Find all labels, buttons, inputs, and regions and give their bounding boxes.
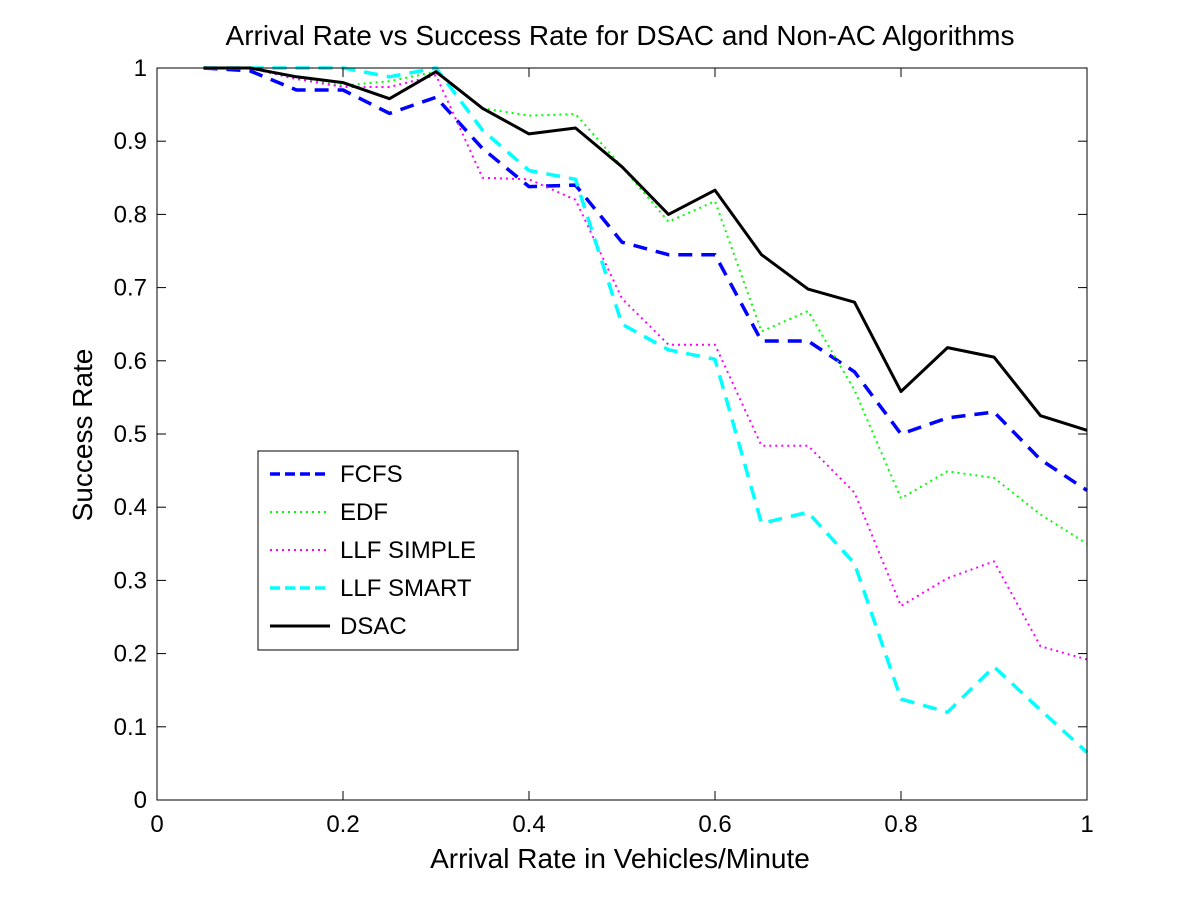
- x-tick-label: 0: [150, 811, 163, 838]
- x-tick-label: 0.4: [512, 811, 545, 838]
- y-axis-title: Success Rate: [67, 349, 98, 522]
- y-tick-label: 1: [134, 55, 147, 82]
- legend-label: LLF SMART: [340, 575, 472, 602]
- y-tick-label: 0.2: [114, 641, 147, 668]
- y-tick-label: 0.4: [114, 494, 147, 521]
- x-tick-label: 0.2: [326, 811, 359, 838]
- y-tick-label: 0.3: [114, 567, 147, 594]
- legend-label: EDF: [340, 499, 388, 526]
- chart-title: Arrival Rate vs Success Rate for DSAC an…: [226, 20, 1015, 51]
- y-tick-label: 0.1: [114, 714, 147, 741]
- x-tick-label: 0.8: [884, 811, 917, 838]
- y-tick-label: 0.7: [114, 275, 147, 302]
- x-tick-label: 1: [1080, 811, 1093, 838]
- legend-label: FCFS: [340, 461, 403, 488]
- x-axis-title: Arrival Rate in Vehicles/Minute: [430, 843, 810, 874]
- series-line-fcfs: [203, 66, 1088, 492]
- series-line-llf-smart: [203, 66, 1089, 754]
- plot-area: [203, 66, 1089, 754]
- legend-label: DSAC: [340, 613, 407, 640]
- axes: 0 0.2 0.4 0.6 0.8 1 0 0.1 0.2 0.3 0.4 0.5 0.6 0.7 0.8 0…: [114, 55, 1094, 838]
- y-tick-label: 0.9: [114, 128, 147, 155]
- legend: FCFS EDF LLF SIMPLE LLF SMART DSAC: [257, 450, 519, 651]
- y-tick-label: 0.8: [114, 201, 147, 228]
- legend-label: LLF SIMPLE: [340, 537, 476, 564]
- x-tick-label: 0.6: [698, 811, 731, 838]
- y-tick-label: 0.5: [114, 421, 147, 448]
- y-tick-label: 0: [134, 787, 147, 814]
- y-tick-label: 0.6: [114, 348, 147, 375]
- series-line-dsac: [203, 66, 1088, 432]
